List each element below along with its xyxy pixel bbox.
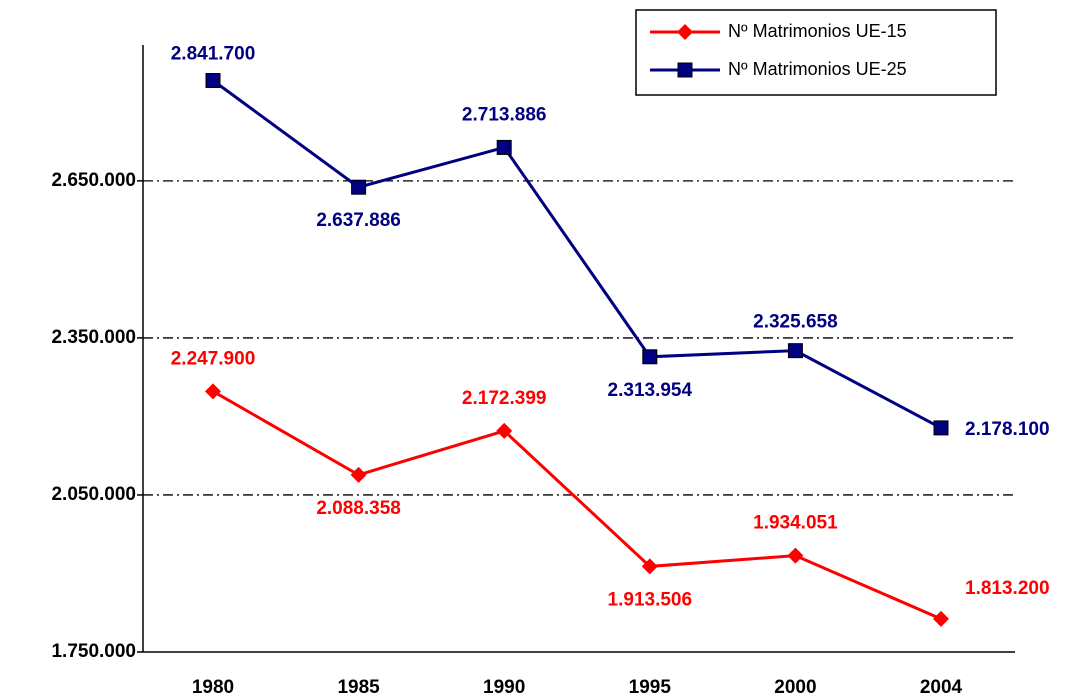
legend-box <box>635 9 997 96</box>
x-tick-label: 1980 <box>192 677 234 698</box>
data-label: 2.247.900 <box>171 348 256 369</box>
legend-marker <box>677 24 693 40</box>
data-label: 2.637.886 <box>316 210 401 231</box>
data-label: 2.172.399 <box>462 388 547 409</box>
marker <box>642 349 658 365</box>
data-label: 1.813.200 <box>965 578 1050 599</box>
legend-label: Nº Matrimonios UE-15 <box>728 21 907 41</box>
data-label: 2.841.700 <box>171 44 256 65</box>
data-label: 2.313.954 <box>608 380 693 401</box>
marker <box>933 420 949 436</box>
x-tick-label: 1985 <box>337 677 380 698</box>
x-tick-label: 2004 <box>920 677 963 698</box>
marker <box>205 73 221 89</box>
legend-marker <box>677 62 693 78</box>
data-label: 2.325.658 <box>753 312 838 333</box>
data-label: 1.913.506 <box>608 589 693 610</box>
x-tick-label: 2000 <box>774 677 816 698</box>
marker <box>351 179 367 195</box>
marker <box>496 139 512 155</box>
y-tick-label: 2.650.000 <box>51 170 136 191</box>
marker <box>787 343 803 359</box>
y-tick-label: 2.350.000 <box>51 327 136 348</box>
x-tick-label: 1995 <box>629 677 672 698</box>
y-tick-label: 2.050.000 <box>51 484 136 505</box>
data-label: 2.088.358 <box>316 498 401 519</box>
series-line <box>212 390 942 621</box>
data-label: 1.934.051 <box>753 513 838 534</box>
marker <box>205 383 221 400</box>
marker <box>641 558 658 575</box>
legend-label: Nº Matrimonios UE-25 <box>728 59 907 79</box>
data-label: 2.713.886 <box>462 104 547 125</box>
marker <box>933 610 949 627</box>
x-tick-label: 1990 <box>483 677 525 698</box>
marker <box>496 422 513 439</box>
y-tick-label: 1.750.000 <box>51 641 136 662</box>
marker <box>350 466 367 483</box>
series-line <box>212 79 942 430</box>
data-label: 2.178.100 <box>965 419 1050 440</box>
marker <box>787 547 804 564</box>
